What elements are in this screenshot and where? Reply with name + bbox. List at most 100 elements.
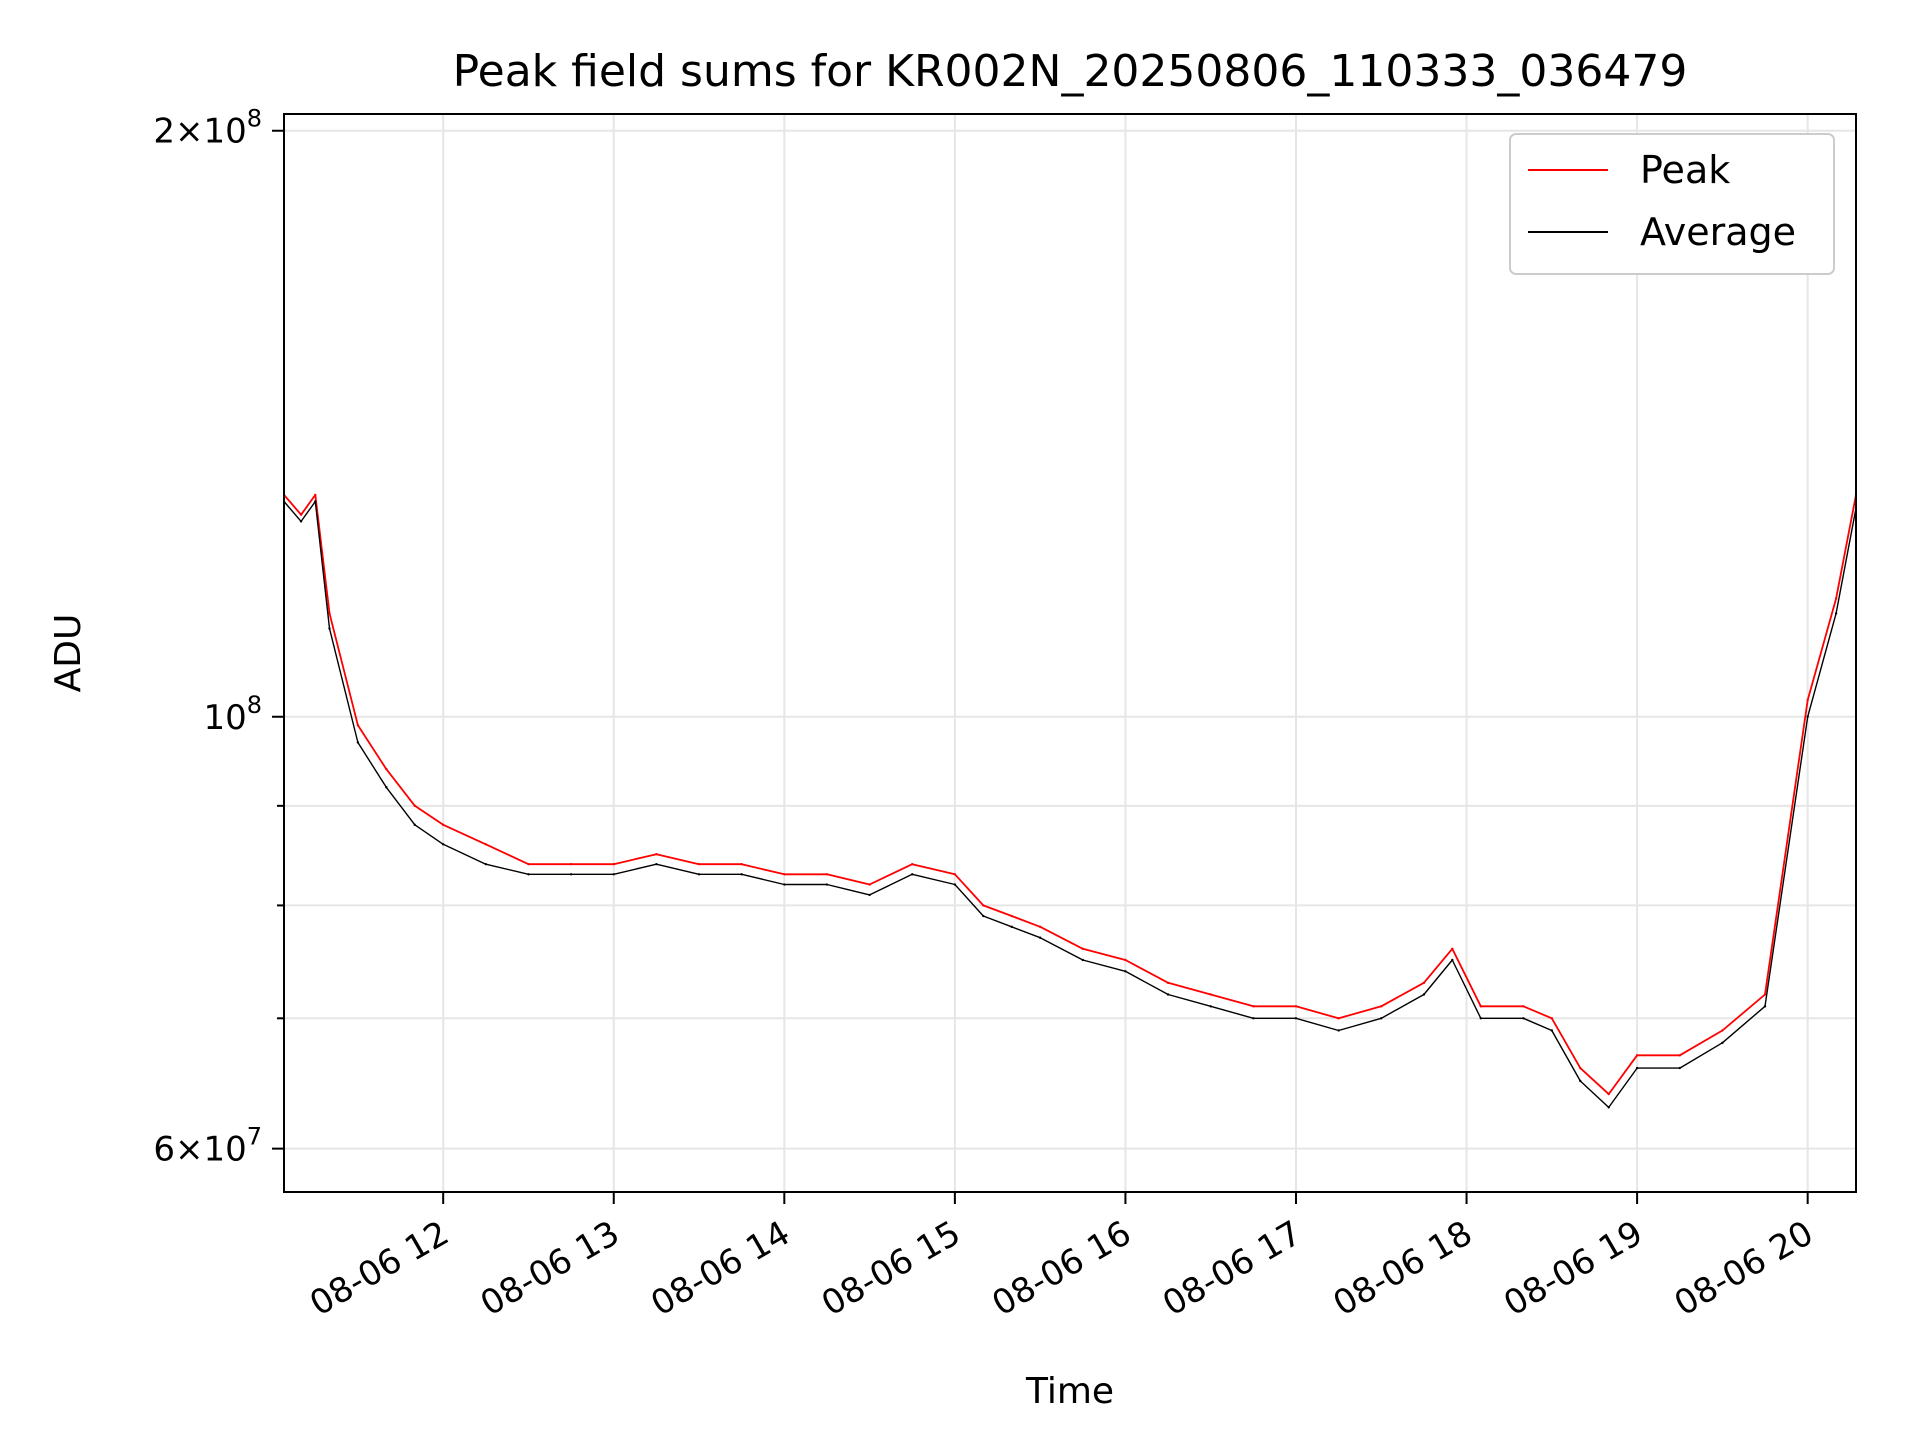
series-average-point bbox=[1479, 1017, 1482, 1020]
series-average-point bbox=[1422, 993, 1426, 996]
series-peak-point bbox=[1522, 1005, 1525, 1008]
series-average-point bbox=[740, 873, 743, 876]
series-average-point bbox=[314, 500, 317, 503]
y-tick-label: 108 bbox=[203, 691, 262, 738]
series-average-point bbox=[783, 883, 786, 886]
series-peak-point bbox=[569, 862, 573, 866]
series-peak-point bbox=[1579, 1066, 1582, 1070]
series-peak-point bbox=[1806, 698, 1809, 702]
series-peak-point bbox=[655, 852, 658, 856]
series-peak-point bbox=[484, 843, 488, 846]
series-peak-point bbox=[982, 904, 985, 907]
series-layer bbox=[284, 493, 1856, 1109]
chart-title: Peak field sums for KR002N_20250806_1103… bbox=[453, 46, 1688, 97]
series-average-point bbox=[1579, 1079, 1582, 1083]
series-peak-point bbox=[1451, 947, 1454, 950]
series-peak-point bbox=[697, 862, 701, 866]
y-tick-label: 2×108 bbox=[153, 105, 262, 152]
series-peak-point bbox=[385, 767, 388, 771]
series-average-point bbox=[1209, 1005, 1212, 1008]
series-average-point bbox=[1124, 970, 1127, 973]
series-peak-point bbox=[825, 873, 829, 876]
series-average-point bbox=[1294, 1017, 1298, 1020]
x-axis-label: Time bbox=[1025, 1371, 1114, 1412]
series-average-point bbox=[911, 873, 914, 876]
series-average-point bbox=[1678, 1066, 1681, 1070]
y-axis-label: ADU bbox=[48, 614, 89, 693]
series-average-point bbox=[356, 741, 360, 744]
series-average-point bbox=[1337, 1029, 1340, 1032]
series-peak-point bbox=[1380, 1005, 1383, 1008]
series-average-point bbox=[1721, 1041, 1724, 1045]
series-average-point bbox=[1166, 993, 1170, 996]
series-peak-point bbox=[441, 823, 445, 827]
series-average-point bbox=[1806, 715, 1809, 718]
series-peak-point bbox=[356, 724, 360, 727]
series-average-point bbox=[1451, 958, 1454, 962]
series-peak-point bbox=[1479, 1005, 1482, 1008]
series-average-point bbox=[385, 786, 388, 789]
series-peak-point bbox=[1294, 1005, 1298, 1008]
series-peak-point bbox=[1252, 1005, 1255, 1008]
series-peak-point bbox=[1038, 925, 1042, 929]
series-peak-point bbox=[740, 862, 743, 866]
series-average-point bbox=[612, 873, 615, 876]
series-peak-point bbox=[1607, 1092, 1610, 1096]
series-peak-point bbox=[612, 862, 615, 866]
series-average-point bbox=[1522, 1017, 1525, 1020]
series-average-point bbox=[982, 914, 985, 918]
series-peak-point bbox=[1635, 1054, 1639, 1057]
series-average-point bbox=[953, 883, 957, 886]
y-tick-label: 6×107 bbox=[153, 1123, 262, 1170]
series-average-point bbox=[697, 873, 701, 876]
series-peak-point bbox=[953, 873, 957, 876]
series-peak-point bbox=[1678, 1054, 1681, 1057]
series-average-point bbox=[328, 627, 331, 630]
legend-label-peak: Peak bbox=[1640, 148, 1730, 192]
series-peak-point bbox=[1166, 981, 1170, 985]
series-peak-point bbox=[1124, 958, 1127, 962]
series-peak-point bbox=[783, 873, 786, 876]
series-peak-point bbox=[1550, 1017, 1554, 1020]
series-peak-point bbox=[868, 883, 871, 886]
series-average-point bbox=[1607, 1106, 1610, 1109]
series-average-point bbox=[1252, 1017, 1255, 1020]
series-peak-point bbox=[527, 862, 530, 866]
series-peak-point bbox=[1081, 947, 1084, 950]
series-average-point bbox=[1081, 958, 1084, 962]
series-average-point bbox=[825, 883, 829, 886]
series-peak-point bbox=[911, 862, 914, 866]
series-peak-point bbox=[328, 612, 331, 615]
series-peak-point bbox=[1337, 1017, 1340, 1020]
series-peak-point bbox=[413, 804, 416, 808]
series-average-point bbox=[1550, 1029, 1554, 1032]
series-average-point bbox=[1380, 1017, 1383, 1020]
series-average-point bbox=[484, 862, 488, 866]
series-average-point bbox=[299, 520, 303, 523]
series-average-point bbox=[413, 823, 416, 827]
series-peak-point bbox=[1422, 981, 1426, 985]
series-peak-point bbox=[1834, 597, 1838, 600]
y-axis: 2×108 108 6×107 bbox=[153, 105, 284, 1170]
series-average-point bbox=[1763, 1005, 1767, 1008]
series-peak-point bbox=[1763, 993, 1767, 996]
series-average-point bbox=[868, 893, 871, 897]
grid-lines bbox=[284, 114, 1856, 1192]
series-average-point bbox=[527, 873, 530, 876]
series-average-point bbox=[1010, 925, 1013, 929]
series-average-point bbox=[1038, 936, 1042, 939]
legend: Peak Average bbox=[1509, 133, 1835, 275]
series-average-point bbox=[569, 873, 573, 876]
series-average-point bbox=[655, 862, 658, 866]
series-average-point bbox=[1834, 612, 1838, 615]
series-average-point bbox=[441, 843, 445, 846]
legend-label-average: Average bbox=[1640, 210, 1796, 254]
series-average-point bbox=[1635, 1066, 1639, 1070]
plot-frame bbox=[283, 113, 1857, 1193]
series-peak-point bbox=[314, 493, 317, 497]
series-peak-point bbox=[1209, 993, 1212, 996]
series-peak-point bbox=[1010, 914, 1013, 918]
series-peak-point bbox=[299, 513, 303, 516]
series-peak-point bbox=[1721, 1029, 1724, 1032]
